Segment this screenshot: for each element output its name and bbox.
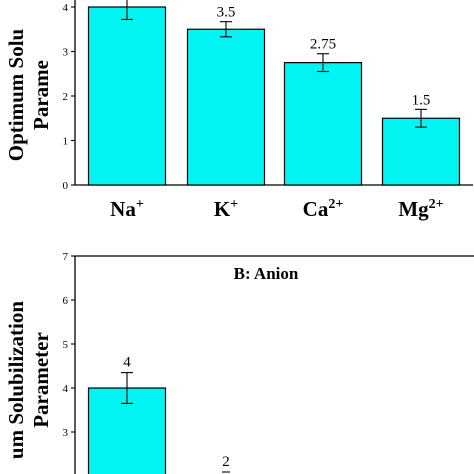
data-label: 4: [123, 355, 131, 371]
y-tick-label: 3: [63, 427, 69, 439]
panel-title: B: Anion: [234, 264, 299, 283]
category-label: Ca2+: [303, 197, 344, 221]
bar: [186, 28, 266, 186]
y-tick-label: 5: [63, 339, 69, 351]
y-tick-label: 6: [63, 295, 69, 307]
data-label: 1.5: [412, 92, 431, 108]
y-tick-label: 4: [63, 2, 69, 14]
y-tick-label: 1: [63, 136, 69, 148]
category-label: Na+: [110, 197, 144, 221]
y-tick-label: 2: [63, 91, 69, 103]
bar: [87, 6, 167, 186]
y-tick-label: 4: [63, 383, 69, 395]
data-label: 3.5: [217, 5, 236, 21]
y-axis-title: Optimum SoluParame: [4, 28, 53, 161]
category-label: K+: [214, 197, 238, 221]
bar: [283, 62, 363, 186]
category-label: Mg2+: [398, 197, 443, 221]
panel-b-chart: 3 4 5 6 7 B: Anion 4 2 um SolubilizationParamete…: [4, 251, 474, 474]
data-label: 2.75: [310, 37, 336, 53]
panel-a-chart: 0 1 2 3 4 Na+ 3.5 K+ 2.75 Ca2+ 1.5 Mg2+ Optimum Solu…: [4, 0, 473, 221]
bar: [381, 117, 461, 186]
y-axis-title: um SolubilizationParameter: [4, 301, 53, 459]
data-label: 2: [222, 454, 230, 470]
y-tick-label: 0: [63, 180, 69, 192]
y-tick-label: 7: [63, 251, 69, 263]
y-tick-label: 3: [63, 47, 69, 59]
